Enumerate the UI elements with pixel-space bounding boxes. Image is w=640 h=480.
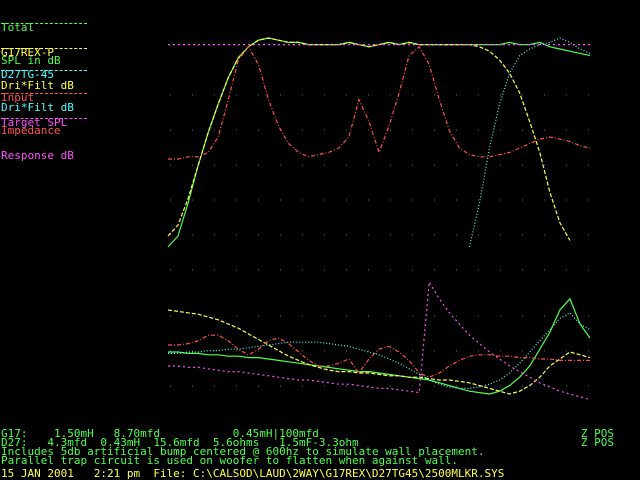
legend-target-swatch [1, 118, 87, 119]
legend-tweeter-swatch [1, 70, 87, 71]
legend-total: Total SPL in dB [1, 0, 87, 99]
footer-d27-zpos: Z POS [580, 436, 614, 449]
legend-woofer-line2: Dri*Filt dB [1, 79, 74, 92]
legend-woofer: G17REX-P Dri*Filt dB [1, 25, 87, 124]
phase-series-tweeter [168, 312, 591, 389]
legend-woofer-line1: G17REX-P [1, 46, 54, 59]
phase-series-total [168, 297, 591, 395]
footer-line-d27: D27: 4.3mfd 0.43mH 15.6mfd 5.6ohms 1.5mF… [1, 436, 359, 449]
legend-total-line2: SPL in dB [1, 54, 61, 67]
phase-series-impedance [168, 334, 590, 378]
legend-impedance-line1: Input [1, 91, 35, 104]
phase-series-woofer [167, 309, 591, 395]
legend-tweeter-line2: Dri*Filt dB [1, 101, 74, 114]
legend-impedance-line2: Impedance [1, 124, 61, 137]
magnitude-series-impedance [168, 45, 591, 160]
legend-target-line1: Target SPL [1, 116, 68, 129]
legend-total-swatch [1, 23, 87, 24]
phase-series-target [168, 280, 591, 401]
magnitude-series-woofer [167, 37, 571, 241]
legend-impedance-swatch [1, 93, 87, 94]
legend-woofer-swatch [1, 48, 87, 49]
magnitude-series-tweeter [468, 37, 591, 248]
footer-line-g17: G17: 1.50mH 8.70mfd 0.45mH|100mfd [1, 427, 319, 440]
footer-note-2: Parallel trap circuit is used on woofer … [1, 454, 458, 467]
legend-target: Target SPL Response dB [1, 95, 87, 194]
footer-g17-zpos: Z POS [580, 427, 614, 440]
footer-note-1: Includes 5db artificial bump centered @ … [1, 445, 485, 458]
legend-total-line1: Total [1, 21, 35, 34]
magnitude-series-total [167, 37, 591, 248]
footer-file-line: 15 JAN 2001 2:21 pm File: C:\CALSOD\LAUD… [1, 467, 505, 480]
legend-tweeter: D27TG-45 Dri*Filt dB [1, 47, 87, 146]
legend-impedance: Input Impedance [1, 70, 87, 169]
legend-target-line2: Response dB [1, 149, 74, 162]
legend-tweeter-line1: D27TG-45 [1, 68, 54, 81]
